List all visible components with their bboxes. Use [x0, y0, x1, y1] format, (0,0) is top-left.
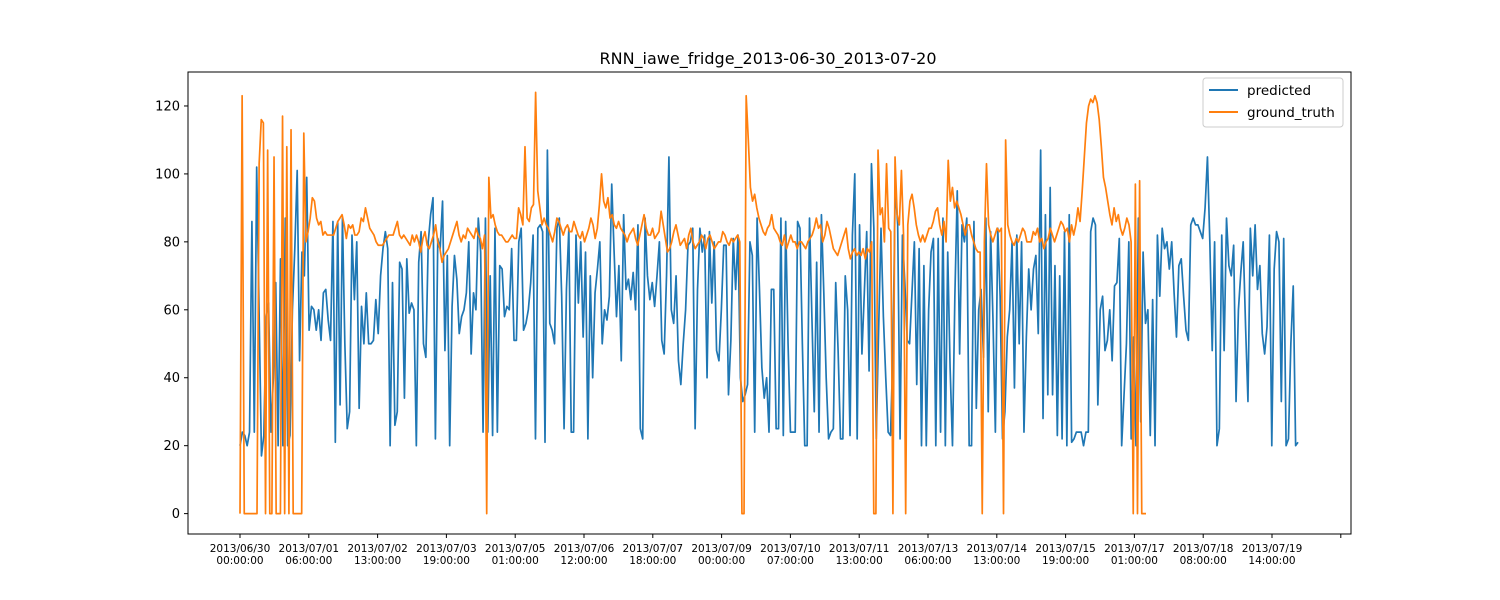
x-tick-label-time: 06:00:00: [904, 555, 951, 567]
y-axis: 0 20 40 60 80 100 120: [155, 99, 188, 522]
x-axis: 2013/06/3000:00:002013/07/0106:00:002013…: [210, 534, 1342, 567]
x-tick-label-time: 13:00:00: [354, 555, 401, 567]
x-tick-label-time: 14:00:00: [1248, 555, 1295, 567]
series-layer: [239, 91, 1299, 515]
x-tick-label-time: 13:00:00: [836, 555, 883, 567]
x-tick-label-date: 2013/07/01: [279, 543, 340, 555]
y-tick-label: 40: [163, 371, 180, 386]
x-tick-label-time: 08:00:00: [1180, 555, 1227, 567]
plot-area: [187, 71, 1352, 535]
x-tick-label-time: 00:00:00: [698, 555, 745, 567]
legend-label-ground-truth: ground_truth: [1247, 105, 1335, 121]
x-tick-label-time: 12:00:00: [560, 555, 607, 567]
x-tick-label-time: 18:00:00: [629, 555, 676, 567]
x-tick-label-date: 2013/07/15: [1035, 543, 1096, 555]
y-tick-label: 0: [172, 507, 180, 522]
x-tick-label-date: 2013/07/02: [347, 543, 408, 555]
x-tick-label-date: 2013/06/30: [210, 543, 271, 555]
x-tick-label-date: 2013/07/05: [485, 543, 546, 555]
x-tick-label-time: 06:00:00: [285, 555, 332, 567]
x-tick-label-date: 2013/07/17: [1104, 543, 1165, 555]
chart-title: RNN_iawe_fridge_2013-06-30_2013-07-20: [599, 49, 936, 69]
series-line-ground-truth: [239, 91, 1146, 515]
x-tick-label-date: 2013/07/10: [760, 543, 821, 555]
x-tick-label-date: 2013/07/11: [829, 543, 890, 555]
x-tick-label-date: 2013/07/07: [623, 543, 684, 555]
y-tick-label: 60: [163, 303, 180, 318]
x-tick-label-time: 01:00:00: [492, 555, 539, 567]
x-tick-label-date: 2013/07/14: [967, 543, 1028, 555]
x-tick-label-time: 19:00:00: [423, 555, 470, 567]
x-tick-label-date: 2013/07/18: [1173, 543, 1234, 555]
x-tick-label-date: 2013/07/06: [554, 543, 615, 555]
x-tick-label-time: 07:00:00: [767, 555, 814, 567]
x-tick-label-time: 01:00:00: [1111, 555, 1158, 567]
y-tick-label: 20: [163, 439, 180, 454]
x-tick-label-time: 13:00:00: [973, 555, 1020, 567]
x-tick-label-date: 2013/07/13: [898, 543, 959, 555]
axes-frame: [187, 71, 1352, 535]
x-tick-label-time: 00:00:00: [216, 555, 263, 567]
y-tick-label: 120: [155, 99, 180, 114]
x-tick-label-date: 2013/07/03: [416, 543, 477, 555]
x-tick-label-date: 2013/07/19: [1242, 543, 1303, 555]
x-tick-label-date: 2013/07/09: [691, 543, 752, 555]
legend: predicted ground_truth: [1202, 77, 1344, 128]
legend-label-predicted: predicted: [1247, 83, 1311, 99]
series-line-predicted: [239, 149, 1299, 457]
y-tick-label: 80: [163, 235, 180, 250]
y-tick-label: 100: [155, 167, 180, 182]
x-tick-label-time: 19:00:00: [1042, 555, 1089, 567]
